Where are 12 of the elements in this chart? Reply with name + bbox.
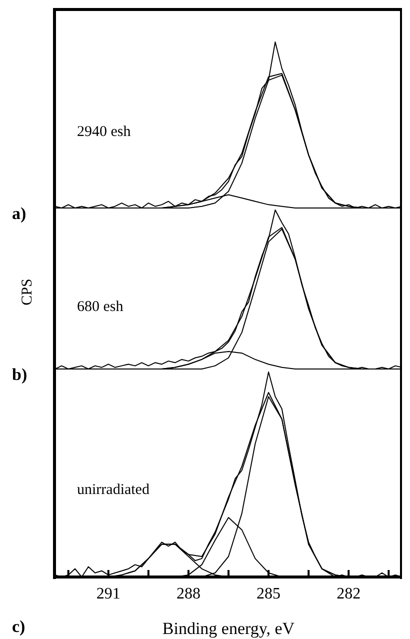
annotation: 680 esh — [77, 298, 124, 316]
x-tick-label: 291 — [96, 585, 120, 602]
text: c) — [12, 617, 26, 637]
x-tick-label: 288 — [176, 585, 200, 602]
text: b) — [12, 365, 28, 385]
annotation: unirradiated — [77, 482, 150, 500]
x-tick-label: 282 — [336, 585, 361, 602]
x-axis-title: Binding energy, eV — [161, 619, 296, 639]
y-axis-title: CPS — [20, 278, 36, 305]
text: a) — [12, 204, 26, 224]
annotation: 2940 esh — [77, 124, 131, 141]
x-tick-label: 285 — [256, 585, 281, 602]
